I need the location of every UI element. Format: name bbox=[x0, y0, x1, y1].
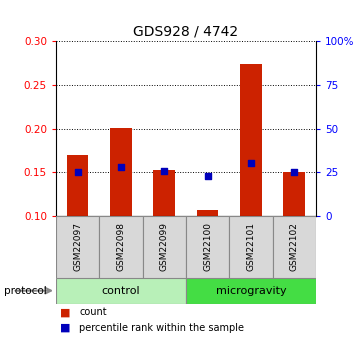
Bar bbox=[283, 172, 305, 216]
Point bbox=[161, 168, 167, 174]
Bar bbox=[99, 216, 143, 278]
Text: protocol: protocol bbox=[4, 286, 46, 296]
Bar bbox=[240, 64, 262, 216]
Bar bbox=[143, 216, 186, 278]
Text: GSM22101: GSM22101 bbox=[247, 222, 255, 271]
Title: GDS928 / 4742: GDS928 / 4742 bbox=[133, 25, 239, 39]
Bar bbox=[56, 216, 99, 278]
Text: ■: ■ bbox=[60, 307, 70, 317]
Point bbox=[248, 160, 254, 166]
Text: microgravity: microgravity bbox=[216, 286, 286, 296]
Bar bbox=[186, 278, 316, 304]
Bar bbox=[110, 128, 132, 216]
Text: GSM22099: GSM22099 bbox=[160, 222, 169, 271]
Text: ■: ■ bbox=[60, 323, 70, 333]
Bar bbox=[273, 216, 316, 278]
Bar bbox=[197, 209, 218, 216]
Text: percentile rank within the sample: percentile rank within the sample bbox=[79, 323, 244, 333]
Bar bbox=[67, 155, 88, 216]
Point bbox=[205, 174, 210, 179]
Text: GSM22098: GSM22098 bbox=[117, 222, 125, 271]
Text: GSM22100: GSM22100 bbox=[203, 222, 212, 271]
Text: control: control bbox=[102, 286, 140, 296]
Point bbox=[75, 169, 81, 175]
Bar bbox=[56, 278, 186, 304]
Text: GSM22102: GSM22102 bbox=[290, 222, 299, 271]
Text: GSM22097: GSM22097 bbox=[73, 222, 82, 271]
Point bbox=[118, 164, 124, 170]
Bar bbox=[229, 216, 273, 278]
Point bbox=[291, 169, 297, 175]
Text: count: count bbox=[79, 307, 107, 317]
Bar bbox=[153, 170, 175, 216]
Bar bbox=[186, 216, 229, 278]
